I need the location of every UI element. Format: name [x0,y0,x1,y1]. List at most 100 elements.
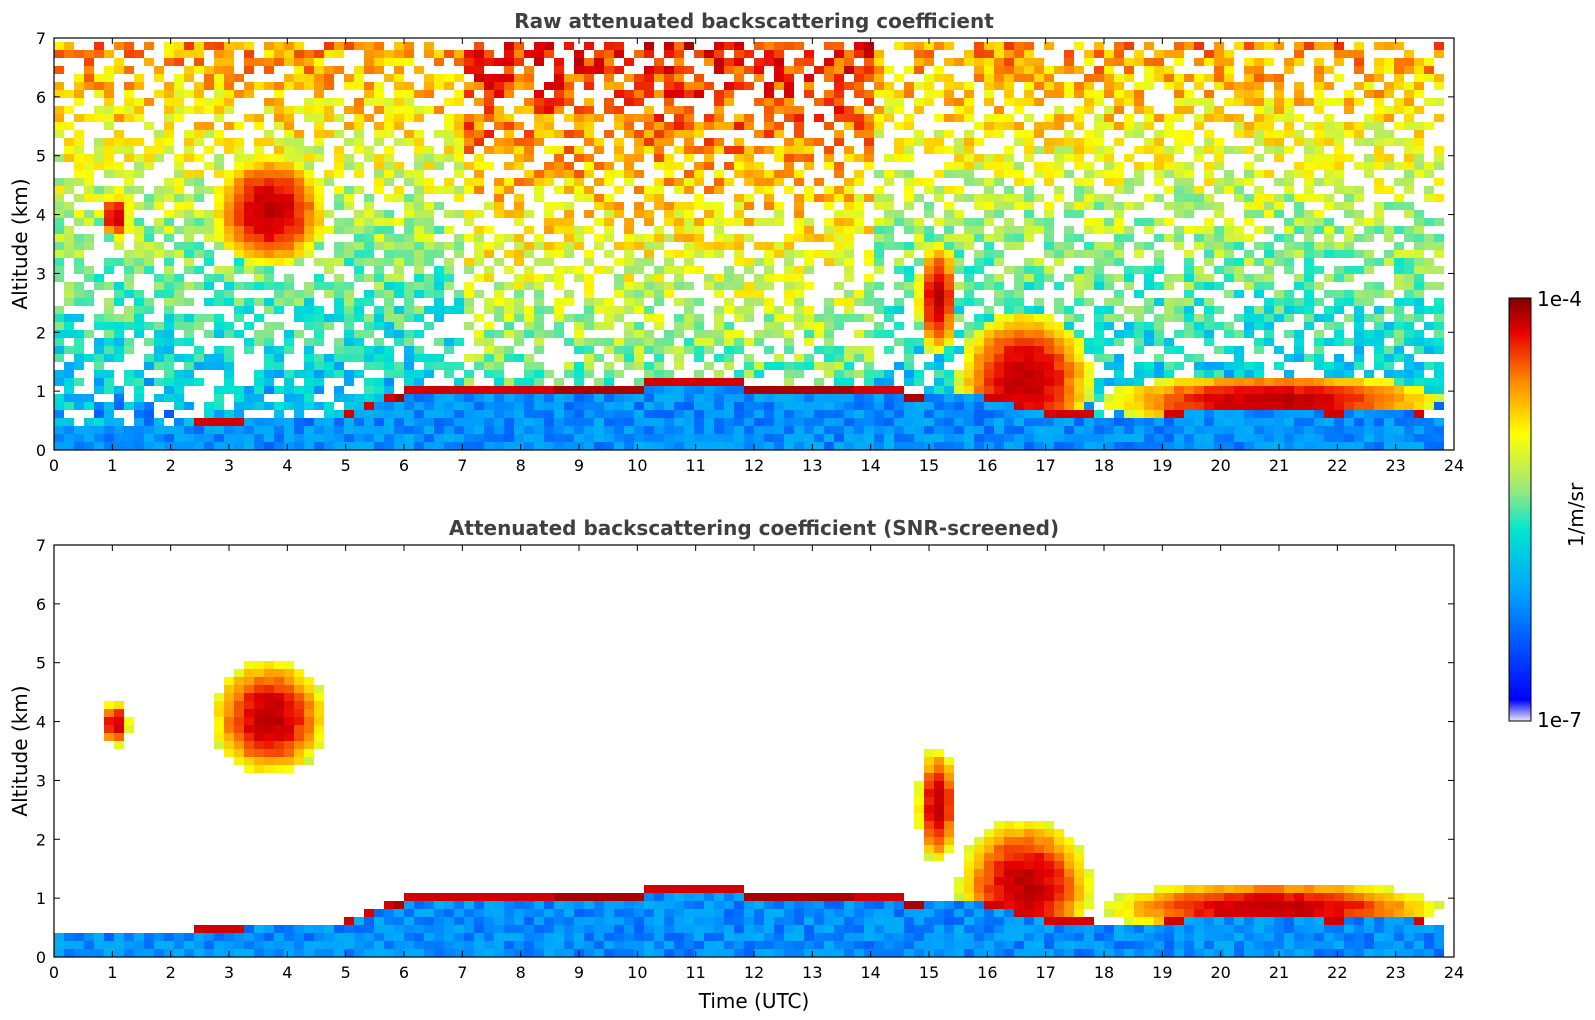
heatmap-cell [444,226,454,234]
heatmap-cell [814,330,824,338]
heatmap-cell [294,210,304,218]
heatmap-cell [1304,170,1314,178]
heatmap-cell [264,354,274,362]
heatmap-cell [284,370,294,378]
heatmap-cell [304,218,314,226]
heatmap-cell [874,114,884,122]
heatmap-cell [334,226,344,234]
heatmap-cell [134,226,144,234]
heatmap-cell [564,146,574,154]
heatmap-cell [164,330,174,338]
heatmap-cell [1234,378,1244,386]
heatmap-cell [184,194,194,202]
heatmap-cell [1044,234,1054,242]
heatmap-cell [1404,186,1414,194]
heatmap-cell [94,442,104,450]
heatmap-cell [1184,298,1194,306]
heatmap-cell [104,98,114,106]
heatmap-cell [274,146,284,154]
heatmap-cell [334,354,344,362]
heatmap-cell [854,122,864,130]
heatmap-cell [1344,226,1354,234]
heatmap-cell [794,122,804,130]
heatmap-cell [634,90,644,98]
heatmap-cell [264,426,274,434]
heatmap-cell [1114,226,1124,234]
heatmap-cell [504,322,514,330]
heatmap-cell [124,338,134,346]
heatmap-cell [114,402,124,410]
heatmap-cell [64,290,74,298]
heatmap-cell [84,162,94,170]
heatmap-cell [494,178,504,186]
heatmap-cell [1224,426,1234,434]
heatmap-cell [764,178,774,186]
heatmap-cell [904,338,914,346]
heatmap-cell [594,218,604,226]
heatmap-cell [1094,226,1104,234]
heatmap-cell [464,218,474,226]
heatmap-cell [464,418,474,426]
heatmap-cell [524,434,534,442]
heatmap-cell [694,82,704,90]
heatmap-cell [824,386,834,394]
heatmap-cell [1194,330,1204,338]
heatmap-cell [1174,426,1184,434]
heatmap-cell [1404,250,1414,258]
heatmap-cell [1184,138,1194,146]
heatmap-cell [364,58,374,66]
heatmap-cell [564,266,574,274]
heatmap-cell [504,298,514,306]
heatmap-cell [1414,274,1424,282]
heatmap-cell [614,402,624,410]
heatmap-cell [664,218,674,226]
heatmap-cell [54,50,64,58]
heatmap-cell [774,242,784,250]
heatmap-cell [484,50,494,58]
heatmap-cell [514,402,524,410]
heatmap-cell [944,322,954,330]
heatmap-cell [384,394,394,402]
heatmap-cell [1084,266,1094,274]
heatmap-cell [224,242,234,250]
heatmap-cell [574,362,584,370]
heatmap-cell [514,442,524,450]
heatmap-cell [914,138,924,146]
heatmap-cell [934,314,944,322]
heatmap-cell [784,290,794,298]
heatmap-cell [184,250,194,258]
heatmap-cell [1414,242,1424,250]
heatmap-cell [424,242,434,250]
heatmap-cell [824,258,834,266]
heatmap-cell [194,218,204,226]
heatmap-cell [104,202,114,210]
heatmap-cell [1244,426,1254,434]
heatmap-cell [1084,138,1094,146]
heatmap-cell [1134,402,1144,410]
heatmap-cell [914,322,924,330]
heatmap-cell [734,154,744,162]
heatmap-cell [1024,114,1034,122]
heatmap-cell [194,50,204,58]
heatmap-cell [244,234,254,242]
heatmap-cell [1204,394,1214,402]
heatmap-cell [284,434,294,442]
heatmap-cell [324,106,334,114]
heatmap-cell [624,306,634,314]
heatmap-cell [414,418,424,426]
heatmap-cell [1124,186,1134,194]
heatmap-cell [364,290,374,298]
heatmap-cell [64,362,74,370]
heatmap-cell [604,82,614,90]
heatmap-cell [654,178,664,186]
heatmap-cell [1214,378,1224,386]
heatmap-cell [274,50,284,58]
heatmap-cell [1074,266,1084,274]
heatmap-cell [1314,90,1324,98]
heatmap-cell [214,58,224,66]
heatmap-cell [164,298,174,306]
heatmap-cell [824,90,834,98]
heatmap-cell [734,410,744,418]
heatmap-cell [1234,402,1244,410]
heatmap-cell [1224,186,1234,194]
